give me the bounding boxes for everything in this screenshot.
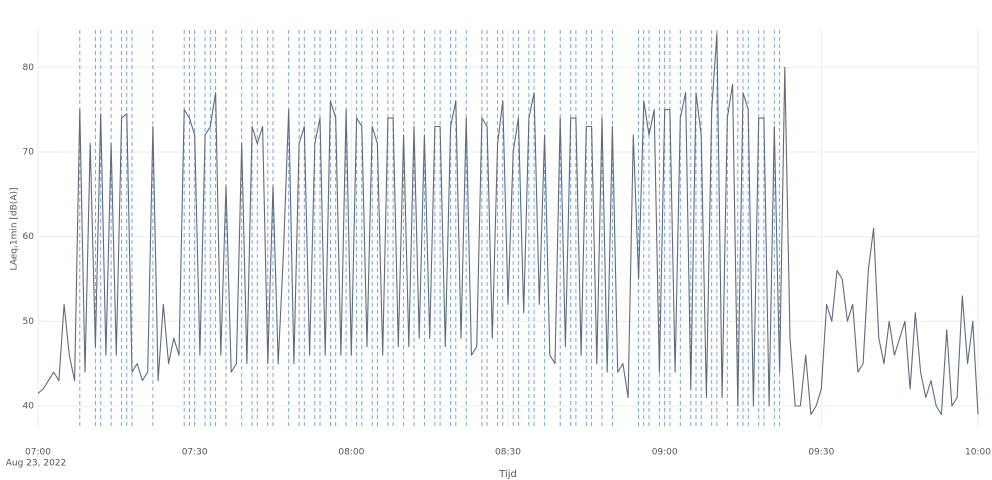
- y-tick-label: 60: [23, 232, 35, 242]
- date-label: Aug 23, 2022: [6, 459, 67, 469]
- x-tick-label: 09:00: [652, 448, 678, 458]
- y-tick-label: 70: [23, 147, 35, 157]
- y-tick-label: 50: [23, 317, 35, 327]
- x-tick-label: 07:30: [182, 448, 208, 458]
- data-line: [37, 32, 979, 416]
- x-tick-label: 08:30: [495, 448, 521, 458]
- y-tick-label: 80: [23, 63, 35, 73]
- x-tick-label: 10:00: [965, 448, 991, 458]
- x-tick-label: 08:00: [338, 448, 364, 458]
- y-tick-label: 40: [23, 401, 35, 411]
- x-axis-title: Tijd: [498, 469, 517, 480]
- x-tick-label: 07:00: [25, 448, 51, 458]
- y-axis-title: LAeq,1min [dB(A)]: [10, 188, 20, 271]
- x-tick-label: 09:30: [808, 448, 834, 458]
